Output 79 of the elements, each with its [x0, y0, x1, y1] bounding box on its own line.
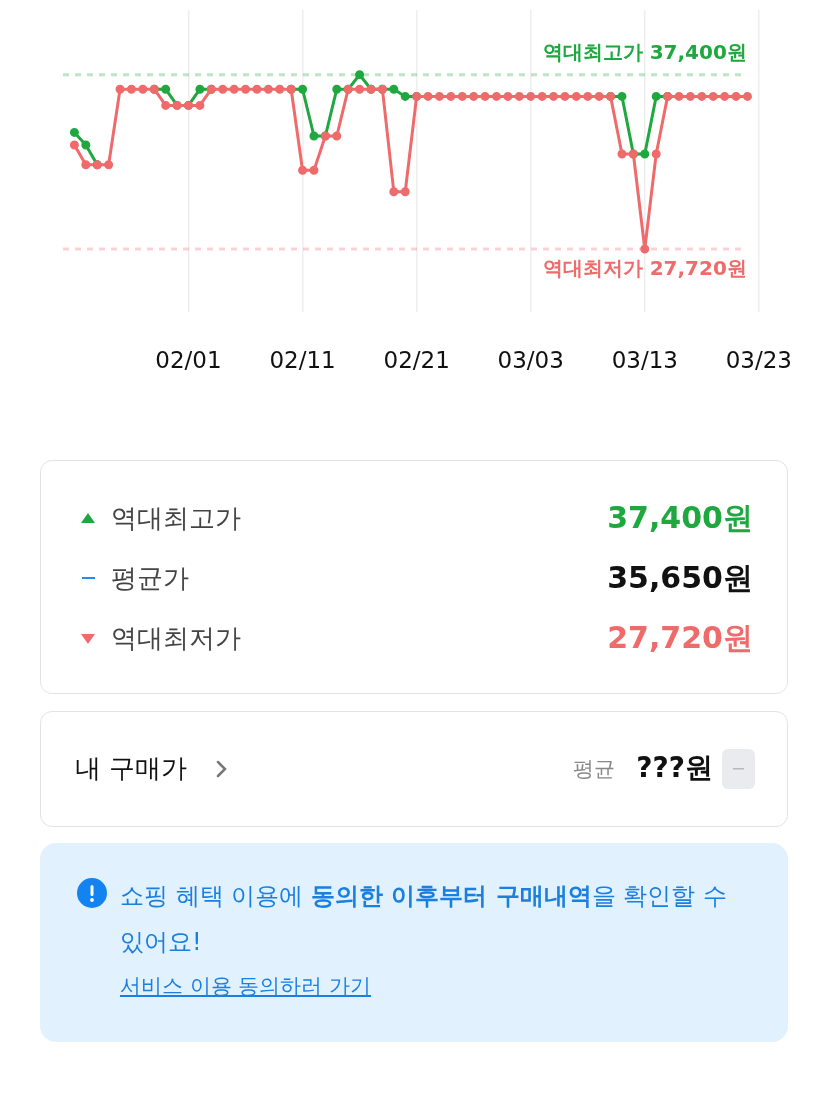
point [275, 84, 285, 94]
point [640, 149, 650, 159]
point [594, 91, 604, 101]
point [651, 149, 661, 159]
point [469, 91, 479, 101]
point [400, 91, 410, 101]
point [583, 91, 593, 101]
point [685, 91, 695, 101]
point [161, 84, 171, 94]
point [298, 165, 308, 175]
ref-line-label: 역대최고가 37,400원 [542, 40, 747, 64]
point [434, 91, 444, 101]
point [309, 165, 319, 175]
point [617, 149, 627, 159]
point [115, 84, 125, 94]
point [708, 91, 718, 101]
text: 내 구매가 [75, 752, 188, 785]
point [309, 131, 319, 141]
point [69, 127, 79, 137]
point [332, 131, 342, 141]
point [674, 91, 684, 101]
point [526, 91, 536, 101]
text: 역대최고가 [111, 502, 241, 535]
point [446, 91, 456, 101]
point [389, 84, 399, 94]
point [229, 84, 239, 94]
point [720, 91, 730, 101]
text: 37,400원 [607, 499, 753, 537]
text: 평균가 [111, 562, 189, 595]
x-tick-label: 03/13 [611, 347, 678, 374]
point [537, 91, 547, 101]
point [252, 84, 262, 94]
text: 평균 [573, 756, 615, 783]
text: 쇼핑 혜택 이용에 [120, 882, 304, 910]
point [742, 91, 752, 101]
point [389, 187, 399, 197]
text: ???원 [636, 750, 713, 786]
point [355, 84, 365, 94]
point [457, 91, 467, 101]
point [81, 160, 91, 170]
text: 35,650원 [607, 559, 753, 597]
text: 동의한 이후부터 구매내역 [310, 882, 592, 910]
point [126, 84, 136, 94]
point [195, 84, 205, 94]
point [263, 84, 273, 94]
point [355, 70, 365, 80]
point [480, 91, 490, 101]
ref-line-label: 역대최저가 27,720원 [542, 256, 747, 281]
point [731, 91, 741, 101]
point [400, 187, 410, 197]
point [69, 140, 79, 150]
text: 역대최저가 [111, 622, 241, 655]
point [491, 91, 501, 101]
point [332, 84, 342, 94]
point [640, 244, 650, 254]
x-tick-label: 02/01 [155, 347, 222, 374]
x-tick-label: 03/03 [497, 347, 564, 374]
point [423, 91, 433, 101]
x-tick-label: 02/21 [383, 347, 450, 374]
point [298, 84, 308, 94]
point [218, 84, 228, 94]
point [138, 84, 148, 94]
point [571, 91, 581, 101]
point [161, 100, 171, 110]
point [104, 160, 114, 170]
point [503, 91, 513, 101]
text: 27,720원 [607, 619, 753, 657]
point [81, 140, 91, 150]
point [195, 100, 205, 110]
x-tick-label: 02/11 [269, 347, 336, 374]
x-tick-label: 03/23 [725, 347, 793, 374]
point [241, 84, 251, 94]
point [549, 91, 559, 101]
point [617, 91, 627, 101]
point [697, 91, 707, 101]
point [651, 91, 661, 101]
point [514, 91, 524, 101]
point [560, 91, 570, 101]
text: 서비스 이용 동의하러 가기 [120, 973, 372, 1000]
